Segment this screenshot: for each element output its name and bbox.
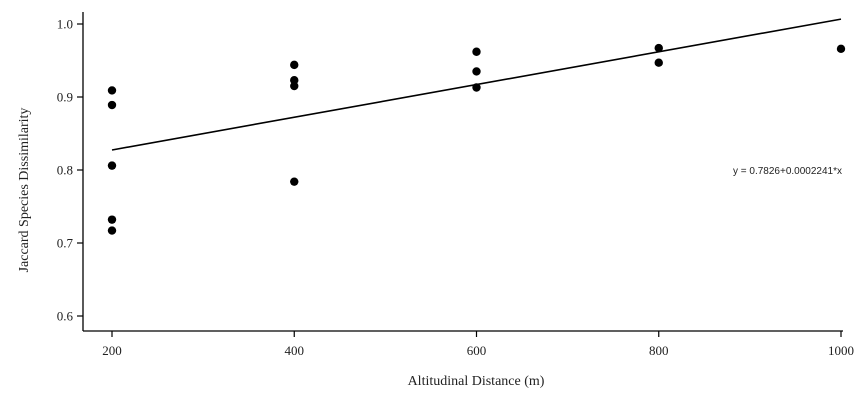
y-tick-label: 1.0 xyxy=(57,17,73,32)
x-tick-label: 800 xyxy=(649,343,669,358)
data-point xyxy=(107,161,117,170)
y-tick-label: 0.9 xyxy=(57,90,73,105)
data-point xyxy=(107,100,117,110)
data-points xyxy=(107,43,846,235)
data-point xyxy=(472,47,481,56)
data-point xyxy=(107,215,117,224)
data-point xyxy=(472,67,481,76)
x-axis-title: Altitudinal Distance (m) xyxy=(408,374,545,389)
data-point xyxy=(472,83,481,92)
data-point xyxy=(290,60,299,70)
data-point xyxy=(107,86,117,95)
data-point xyxy=(654,43,663,53)
data-point xyxy=(836,44,846,54)
y-ticks: 0.6 0.7 0.8 0.9 1.0 xyxy=(57,17,83,324)
data-point xyxy=(290,81,299,91)
data-point xyxy=(107,226,117,235)
x-tick-label: 600 xyxy=(467,343,487,358)
y-tick-label: 0.8 xyxy=(57,163,73,178)
data-point xyxy=(290,177,299,186)
regression-equation-label: y = 0.7826+0.0002241*x xyxy=(733,166,842,177)
x-tick-label: 400 xyxy=(285,343,305,358)
y-tick-label: 0.6 xyxy=(57,309,74,324)
x-ticks: 200 400 600 800 1000 xyxy=(102,331,854,358)
y-tick-label: 0.7 xyxy=(57,236,74,251)
data-point xyxy=(290,76,299,85)
x-tick-label: 200 xyxy=(102,343,122,358)
y-axis-title: Jaccard Species Dissimilarity xyxy=(17,108,32,273)
data-point xyxy=(654,58,663,67)
x-tick-label: 1000 xyxy=(828,343,854,358)
